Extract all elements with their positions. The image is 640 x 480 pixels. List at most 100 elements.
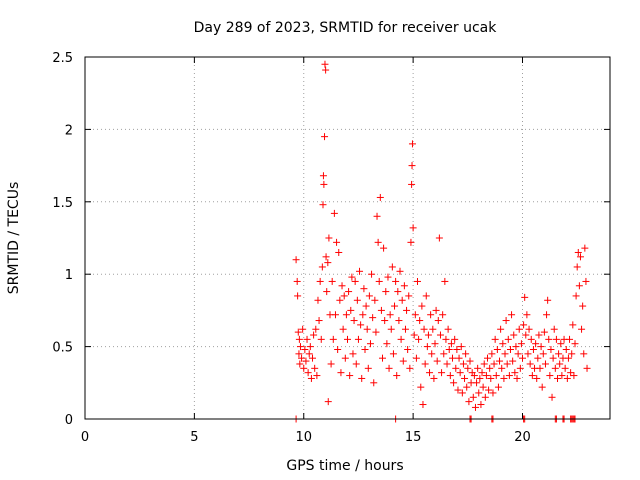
data-point — [377, 306, 385, 314]
data-point — [300, 364, 308, 372]
data-point — [453, 345, 461, 353]
data-point — [494, 383, 502, 391]
data-point — [486, 364, 494, 372]
data-point — [333, 238, 341, 246]
data-point — [311, 364, 319, 372]
data-point — [519, 354, 526, 362]
data-point — [541, 360, 549, 368]
data-point — [426, 369, 434, 377]
data-point — [401, 325, 409, 333]
data-point — [312, 325, 320, 333]
data-point — [446, 372, 454, 380]
data-point — [429, 325, 437, 333]
data-point — [416, 317, 424, 325]
data-point — [484, 354, 491, 362]
x-tick-label: 15 — [405, 430, 422, 445]
data-point — [329, 335, 337, 343]
data-point — [482, 372, 490, 380]
data-point — [324, 398, 332, 406]
x-tick-labels: 0 5 10 15 20 — [81, 430, 531, 445]
data-point — [436, 331, 444, 339]
data-point — [415, 335, 423, 343]
data-points — [292, 60, 591, 423]
data-point — [347, 306, 355, 314]
data-point — [481, 393, 489, 401]
data-point — [398, 296, 406, 304]
data-point — [322, 66, 330, 74]
data-point — [489, 389, 497, 397]
grid-lines — [85, 57, 610, 419]
data-point — [501, 350, 509, 358]
data-point — [342, 311, 350, 319]
data-point — [521, 293, 529, 301]
data-point — [562, 345, 570, 353]
data-point — [372, 328, 380, 336]
data-point — [431, 340, 439, 348]
data-point — [463, 383, 471, 391]
data-point — [555, 350, 563, 358]
data-point — [435, 234, 443, 242]
data-point — [563, 374, 571, 382]
data-point — [420, 325, 428, 333]
x-tick-label: 10 — [295, 430, 312, 445]
data-point — [554, 374, 561, 382]
y-tick-label: 0.5 — [52, 341, 73, 356]
data-point — [418, 302, 426, 310]
data-point — [487, 374, 495, 382]
data-point — [508, 311, 516, 319]
data-point — [381, 317, 389, 325]
data-point — [516, 364, 524, 372]
data-point — [411, 311, 419, 319]
data-point — [543, 311, 551, 319]
data-point — [374, 238, 382, 246]
data-point — [379, 354, 386, 362]
data-point — [583, 364, 591, 372]
data-point — [392, 277, 400, 285]
data-point — [357, 321, 365, 329]
data-point — [527, 335, 535, 343]
data-point — [571, 340, 579, 348]
data-point — [433, 357, 441, 365]
data-point — [440, 350, 448, 358]
data-point — [444, 325, 452, 333]
data-point — [421, 360, 429, 368]
data-point — [380, 244, 388, 252]
data-point — [369, 314, 377, 322]
data-point — [382, 288, 390, 296]
data-point — [338, 282, 346, 290]
data-point — [351, 277, 359, 285]
data-point — [295, 335, 303, 343]
data-point — [306, 343, 314, 351]
data-point — [502, 317, 510, 325]
data-point — [400, 282, 408, 290]
plot-frame — [84, 56, 611, 420]
data-point — [539, 350, 547, 358]
data-point — [304, 369, 312, 377]
data-point — [383, 340, 391, 348]
data-point — [309, 354, 316, 362]
data-point — [569, 321, 577, 329]
data-point — [323, 288, 331, 296]
data-point — [461, 374, 469, 382]
data-point — [441, 277, 449, 285]
data-point — [316, 277, 324, 285]
data-point — [470, 372, 478, 380]
data-point — [419, 401, 427, 409]
data-point — [536, 364, 544, 372]
data-point — [428, 350, 436, 358]
data-point — [394, 288, 402, 296]
data-point — [545, 335, 553, 343]
data-point — [396, 267, 404, 275]
data-point — [523, 311, 531, 319]
data-point — [528, 372, 536, 380]
data-point — [408, 162, 416, 170]
data-point — [469, 393, 477, 401]
data-point — [363, 325, 371, 333]
data-point — [522, 331, 530, 339]
y-tick-label: 2 — [65, 123, 73, 138]
data-point — [387, 325, 395, 333]
data-point — [509, 357, 517, 365]
data-point — [550, 325, 558, 333]
data-point — [322, 253, 330, 261]
